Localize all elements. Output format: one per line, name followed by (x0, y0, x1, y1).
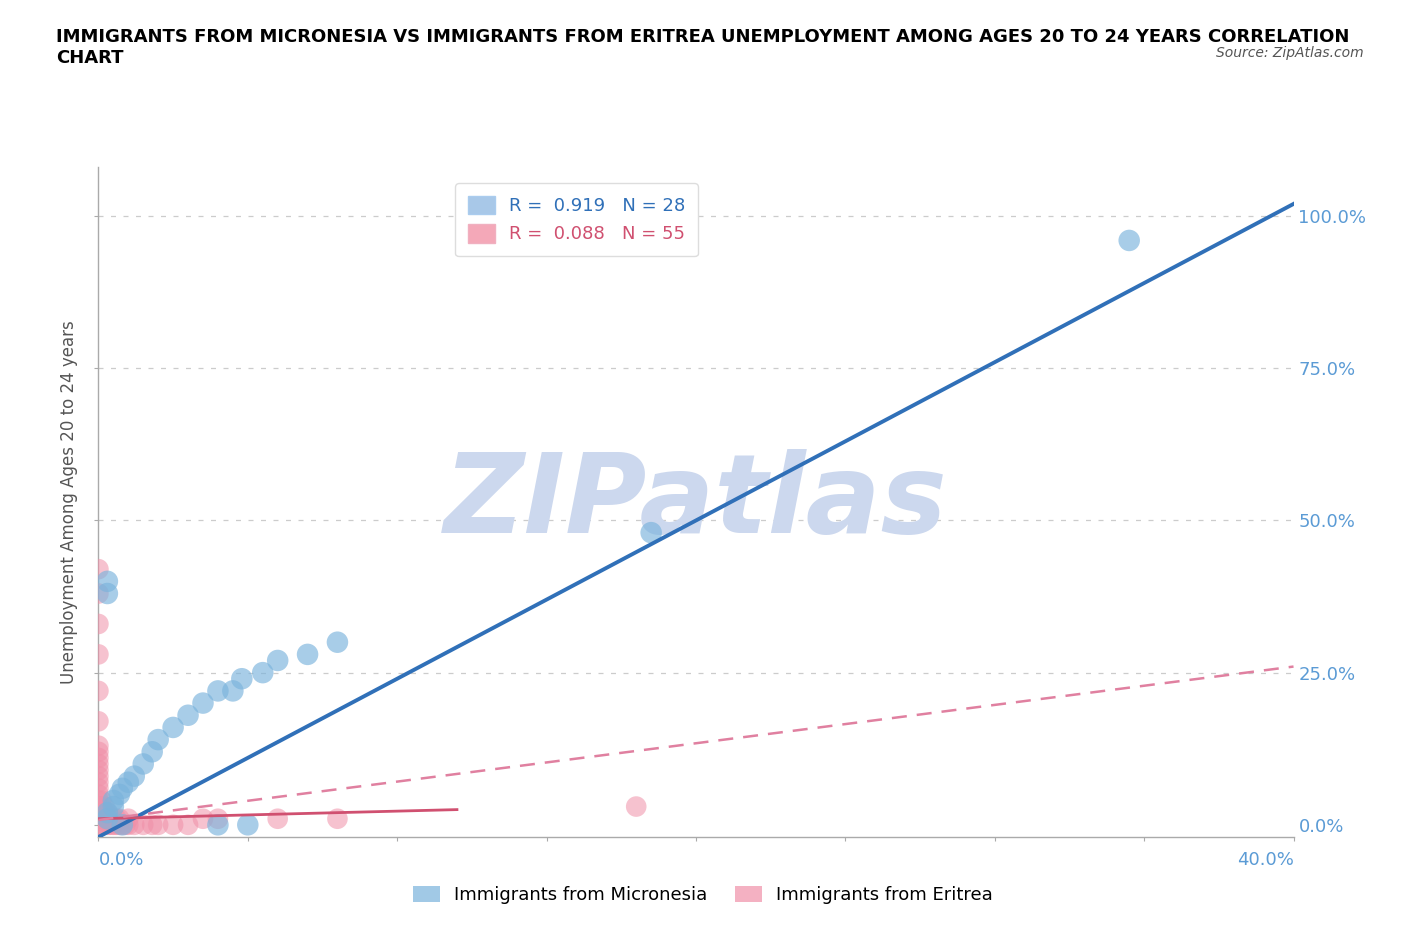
Point (117, 811, 139, 826)
Point (252, 665, 274, 680)
Point (124, 817, 146, 832)
Point (141, 817, 163, 832)
Point (141, 744, 163, 759)
Point (87, 817, 110, 832)
Point (87, 562, 110, 577)
Point (1118, 233, 1140, 248)
Point (626, 799, 648, 814)
Point (87, 756, 110, 771)
Text: IMMIGRANTS FROM MICRONESIA VS IMMIGRANTS FROM ERITREA UNEMPLOYMENT AMONG AGES 20: IMMIGRANTS FROM MICRONESIA VS IMMIGRANTS… (56, 28, 1350, 67)
Point (90, 793, 112, 808)
Point (93, 817, 115, 832)
Point (87, 617, 110, 631)
Point (132, 817, 155, 832)
Point (148, 817, 170, 832)
Point (111, 817, 134, 832)
Point (87, 684, 110, 698)
Point (105, 811, 128, 826)
Point (103, 799, 125, 814)
Point (162, 817, 184, 832)
Y-axis label: Unemployment Among Ages 20 to 24 years: Unemployment Among Ages 20 to 24 years (60, 320, 79, 684)
Legend: Immigrants from Micronesia, Immigrants from Eritrea: Immigrants from Micronesia, Immigrants f… (406, 879, 1000, 911)
Point (191, 696, 214, 711)
Text: ZIPatlas: ZIPatlas (444, 448, 948, 556)
Point (87, 799, 110, 814)
Point (87, 805, 110, 820)
Point (108, 817, 131, 832)
Point (87, 647, 110, 662)
Point (87, 763, 110, 777)
Text: Source: ZipAtlas.com: Source: ZipAtlas.com (1216, 46, 1364, 60)
Point (207, 817, 229, 832)
Legend: R =  0.919   N = 28, R =  0.088   N = 55: R = 0.919 N = 28, R = 0.088 N = 55 (456, 183, 697, 256)
Text: 0.0%: 0.0% (98, 851, 143, 869)
Point (90, 817, 112, 832)
Point (326, 811, 349, 826)
Point (124, 769, 146, 784)
Point (111, 781, 134, 796)
Point (100, 817, 122, 832)
Point (93, 799, 115, 814)
Point (117, 775, 139, 790)
Point (87, 787, 110, 802)
Point (231, 671, 253, 686)
Point (297, 647, 319, 662)
Point (111, 817, 134, 832)
Point (87, 769, 110, 784)
Point (222, 684, 245, 698)
Point (108, 787, 131, 802)
Point (132, 756, 155, 771)
Point (207, 811, 229, 826)
Point (114, 817, 136, 832)
Point (105, 817, 128, 832)
Point (148, 732, 170, 747)
Point (267, 653, 290, 668)
Point (177, 817, 200, 832)
Point (87, 751, 110, 765)
Point (177, 708, 200, 723)
Point (96, 574, 118, 589)
Point (267, 811, 290, 826)
Point (93, 811, 115, 826)
Point (87, 586, 110, 601)
Point (103, 817, 125, 832)
Point (87, 811, 110, 826)
Point (108, 811, 131, 826)
Point (96, 811, 118, 826)
Point (96, 586, 118, 601)
Point (236, 817, 259, 832)
Point (96, 811, 118, 826)
Point (87, 781, 110, 796)
Point (87, 738, 110, 753)
Point (100, 811, 122, 826)
Point (191, 811, 214, 826)
Point (96, 817, 118, 832)
Point (87, 714, 110, 729)
Point (103, 793, 125, 808)
Point (87, 744, 110, 759)
Point (103, 811, 125, 826)
Text: 40.0%: 40.0% (1237, 851, 1294, 869)
Point (96, 805, 118, 820)
Point (162, 720, 184, 735)
Point (90, 811, 112, 826)
Point (90, 805, 112, 820)
Point (326, 635, 349, 650)
Point (87, 793, 110, 808)
Point (117, 817, 139, 832)
Point (90, 799, 112, 814)
Point (207, 684, 229, 698)
Point (87, 775, 110, 790)
Point (93, 805, 115, 820)
Point (640, 525, 662, 540)
Point (96, 805, 118, 820)
